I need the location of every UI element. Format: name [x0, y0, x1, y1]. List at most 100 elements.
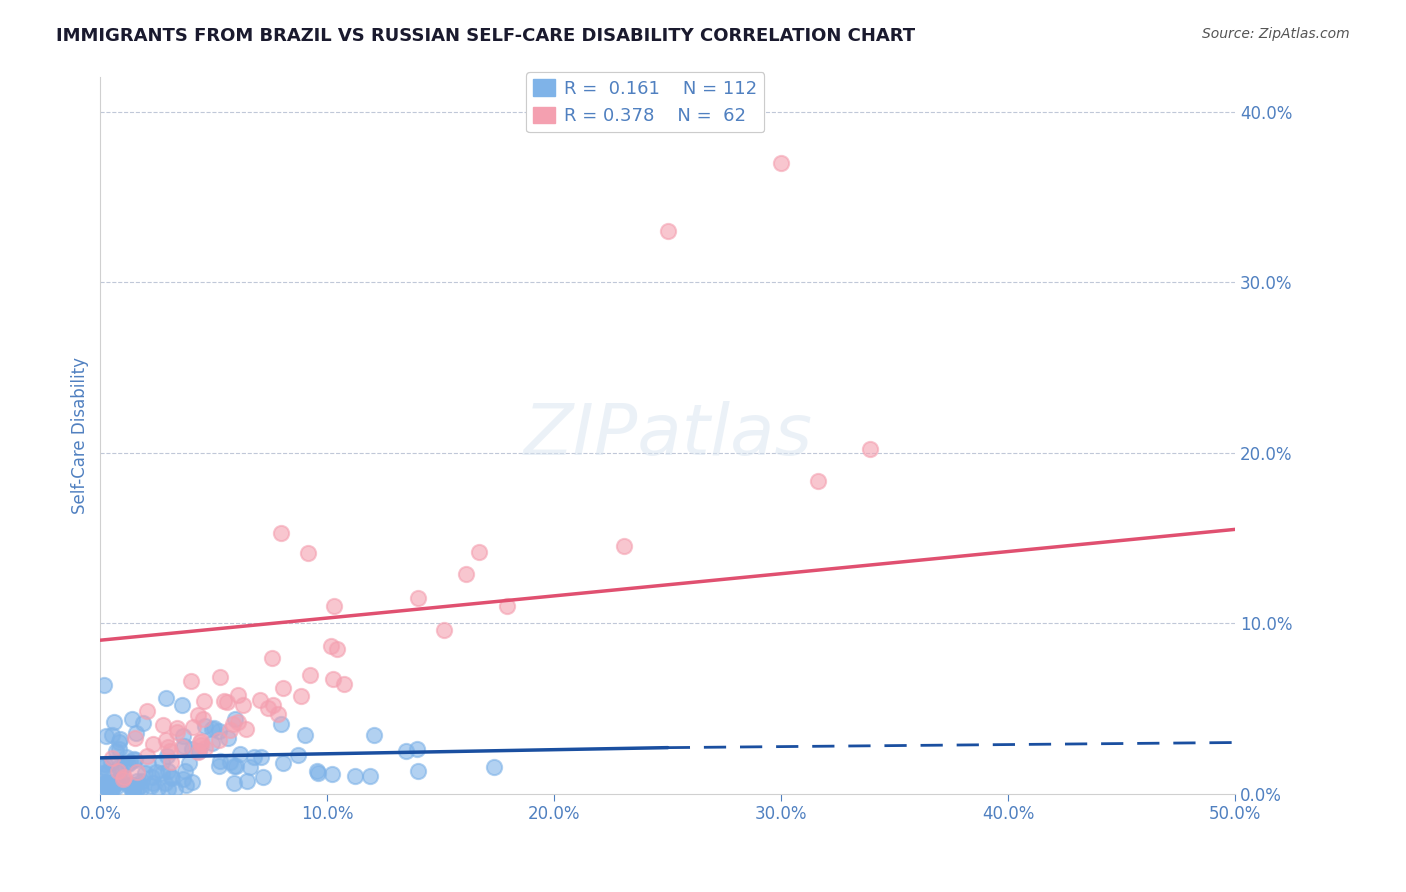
Immigrants from Brazil [236, 774, 259, 789]
Immigrants from Brazil [202, 721, 225, 735]
Russians [232, 698, 254, 713]
Russians [271, 681, 294, 696]
Russians [136, 749, 159, 764]
Immigrants from Brazil [93, 678, 115, 692]
Immigrants from Brazil [103, 715, 125, 730]
Immigrants from Brazil [121, 712, 143, 726]
Immigrants from Brazil [136, 756, 159, 771]
Russians [193, 693, 215, 707]
Immigrants from Brazil [111, 771, 134, 785]
Immigrants from Brazil [121, 778, 143, 792]
Immigrants from Brazil [217, 731, 239, 745]
Immigrants from Brazil [145, 764, 167, 779]
Immigrants from Brazil [307, 766, 329, 780]
Russians [807, 474, 830, 488]
Immigrants from Brazil [142, 776, 165, 790]
Immigrants from Brazil [94, 729, 117, 743]
Russians [323, 599, 346, 613]
Immigrants from Brazil [122, 778, 145, 792]
Immigrants from Brazil [172, 772, 194, 786]
Immigrants from Brazil [201, 722, 224, 736]
Immigrants from Brazil [117, 756, 139, 771]
Russians [166, 724, 188, 739]
Immigrants from Brazil [107, 735, 129, 749]
Immigrants from Brazil [359, 769, 381, 783]
Immigrants from Brazil [305, 764, 328, 778]
Immigrants from Brazil [105, 776, 128, 790]
Russians [125, 765, 148, 780]
Text: Source: ZipAtlas.com: Source: ZipAtlas.com [1202, 27, 1350, 41]
Immigrants from Brazil [194, 719, 217, 733]
Immigrants from Brazil [181, 774, 204, 789]
Russians [321, 639, 343, 653]
Immigrants from Brazil [172, 729, 194, 743]
Russians [297, 546, 319, 560]
Immigrants from Brazil [125, 726, 148, 740]
Russians [188, 734, 211, 748]
Immigrants from Brazil [97, 785, 120, 799]
Russians [226, 714, 249, 729]
Russians [215, 695, 238, 709]
Russians [495, 599, 517, 614]
Immigrants from Brazil [100, 728, 122, 742]
Russians [181, 720, 204, 734]
Russians [467, 545, 489, 559]
Russians [290, 690, 312, 704]
Immigrants from Brazil [344, 769, 367, 783]
Text: ZIPatlas: ZIPatlas [523, 401, 813, 470]
Russians [770, 155, 793, 169]
Immigrants from Brazil [115, 750, 138, 764]
Russians [187, 745, 209, 759]
Immigrants from Brazil [160, 770, 183, 784]
Russians [180, 674, 202, 689]
Immigrants from Brazil [239, 760, 262, 774]
Immigrants from Brazil [120, 755, 142, 769]
Russians [208, 732, 231, 747]
Russians [152, 718, 174, 732]
Immigrants from Brazil [108, 763, 131, 777]
Russians [322, 673, 344, 687]
Immigrants from Brazil [177, 756, 200, 770]
Immigrants from Brazil [93, 757, 115, 772]
Immigrants from Brazil [408, 764, 430, 779]
Immigrants from Brazil [125, 773, 148, 788]
Immigrants from Brazil [148, 780, 170, 795]
Immigrants from Brazil [165, 781, 187, 796]
Immigrants from Brazil [104, 780, 127, 795]
Immigrants from Brazil [131, 774, 153, 789]
Immigrants from Brazil [104, 744, 127, 758]
Russians [136, 704, 159, 718]
Immigrants from Brazil [97, 764, 120, 779]
Immigrants from Brazil [124, 753, 146, 767]
Immigrants from Brazil [125, 784, 148, 798]
Immigrants from Brazil [156, 749, 179, 764]
Immigrants from Brazil [122, 783, 145, 797]
Russians [270, 526, 292, 541]
Immigrants from Brazil [208, 723, 231, 738]
Russians [194, 741, 217, 756]
Immigrants from Brazil [219, 755, 242, 769]
Immigrants from Brazil [112, 757, 135, 772]
Immigrants from Brazil [156, 782, 179, 797]
Immigrants from Brazil [160, 771, 183, 785]
Immigrants from Brazil [118, 778, 141, 792]
Russians [235, 722, 257, 736]
Immigrants from Brazil [156, 764, 179, 779]
Immigrants from Brazil [395, 744, 418, 758]
Immigrants from Brazil [252, 770, 274, 784]
Russians [100, 751, 122, 765]
Immigrants from Brazil [129, 780, 152, 794]
Russians [159, 744, 181, 758]
Russians [190, 738, 212, 752]
Immigrants from Brazil [108, 760, 131, 774]
Immigrants from Brazil [224, 759, 246, 773]
Immigrants from Brazil [208, 758, 231, 772]
Russians [170, 739, 193, 754]
Russians [219, 723, 242, 738]
Immigrants from Brazil [174, 778, 197, 792]
Russians [226, 688, 249, 702]
Russians [190, 734, 212, 748]
Russians [249, 693, 271, 707]
Immigrants from Brazil [229, 747, 252, 761]
Immigrants from Brazil [122, 751, 145, 765]
